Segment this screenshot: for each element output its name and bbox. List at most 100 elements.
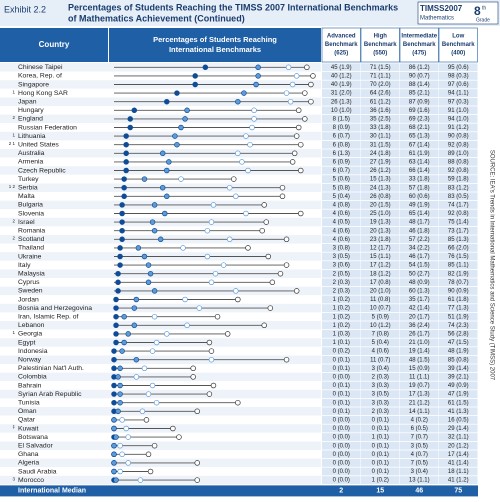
cell [439, 97, 478, 106]
cell [439, 287, 478, 295]
benchmark-dot [224, 331, 231, 337]
cell [361, 424, 400, 433]
cell [400, 80, 439, 89]
country-name: Russian Federation [18, 124, 77, 131]
cell [439, 132, 478, 140]
benchmark-dot [131, 305, 138, 311]
logo-grade-label: Grade [476, 17, 490, 23]
cell-value: 33 (1.8) [409, 177, 430, 183]
row-band [0, 415, 321, 425]
benchmark-dot [115, 279, 121, 286]
cell-value: 76 (1.5) [448, 254, 469, 260]
country-name: Serbia [18, 184, 38, 191]
cell-value: 48 (1.5) [409, 357, 430, 363]
benchmark-dot [239, 159, 245, 165]
cell-value: 6 (0.5) [411, 426, 428, 432]
cell [400, 175, 439, 183]
cell-value: 24 (1.3) [370, 185, 391, 191]
country-name: Tunisia [18, 399, 40, 406]
median-value: 75 [454, 488, 462, 495]
cell [322, 261, 361, 269]
benchmark-dot [164, 331, 170, 337]
benchmark-dot [121, 184, 127, 191]
benchmark-dot [251, 107, 257, 114]
benchmark-dot [119, 451, 125, 458]
cell [322, 321, 361, 330]
cell [400, 106, 439, 115]
country-name: Hungary [18, 107, 44, 114]
cell [361, 201, 400, 209]
cell-value: 90 (0.8) [448, 134, 469, 140]
country-name: Bahrain [18, 382, 42, 389]
country-name: Singapore [18, 81, 49, 88]
benchmark-dot [113, 296, 119, 303]
benchmark-dot [141, 253, 148, 260]
cell-value: 74 (1.7) [448, 202, 469, 208]
benchmark-dot [123, 141, 129, 148]
cell-value: 88 (0.8) [448, 159, 469, 165]
cell [439, 450, 478, 459]
cell-value: 66 (1.4) [409, 168, 430, 174]
median-band [0, 485, 478, 497]
cell [322, 278, 361, 287]
cell-value: 94 (1.0) [448, 116, 469, 122]
cell [400, 390, 439, 398]
cell-value: 97 (0.6) [448, 82, 469, 88]
benchmark-dot [293, 288, 300, 294]
cell-value: 56 (2.8) [448, 331, 469, 337]
benchmark-dot [151, 442, 158, 449]
cell [322, 416, 361, 424]
cell [400, 347, 439, 355]
benchmark-dot [119, 348, 125, 354]
cell-value: 69 (1.6) [409, 108, 430, 114]
cell-value: 1 (0.2) [333, 306, 350, 312]
benchmark-dot [111, 451, 117, 458]
cell [439, 321, 478, 330]
benchmark-header [438, 27, 478, 63]
cell-value: 57 (2.2) [409, 237, 430, 243]
cell-value: 54 (1.5) [409, 263, 430, 269]
cell-value: 36 (1.6) [370, 108, 391, 114]
benchmark-dot [192, 73, 198, 79]
benchmark-dot [113, 339, 119, 346]
logo-grade-suffix: th [482, 5, 486, 11]
cell-value: 0 (0.1) [372, 443, 389, 449]
cell-value: 1 (0.1) [372, 435, 389, 441]
benchmark-dot [113, 477, 119, 483]
cell [361, 476, 400, 484]
cell-value: 4 (0.5) [333, 220, 350, 226]
benchmark-dot [111, 468, 117, 475]
cell [439, 158, 478, 166]
cell-value: 85 (1.1) [448, 263, 469, 269]
cell-value: 23 (1.8) [370, 237, 391, 243]
country-name: Romania [18, 227, 45, 234]
cell [439, 261, 478, 269]
cell [361, 295, 400, 304]
cell-value: 60 (1.3) [409, 288, 430, 294]
cell [361, 287, 400, 295]
cell-value: 0 (0.0) [333, 452, 350, 458]
cell-value: 12 (1.7) [370, 245, 391, 251]
cell-value: 0 (0.1) [372, 426, 389, 432]
country-name: Bulgaria [18, 202, 43, 209]
cell-value: 18 (1.2) [370, 271, 391, 277]
cell [439, 459, 478, 467]
cell [322, 381, 361, 390]
cell-value: 4 (0.7) [411, 452, 428, 458]
cell-value: 26 (1.2) [370, 168, 391, 174]
cell [322, 373, 361, 381]
cell-value: 71 (1.1) [370, 73, 391, 79]
benchmark-dot [145, 279, 152, 286]
benchmark-dot [111, 365, 117, 372]
cell [361, 433, 400, 441]
cell [322, 106, 361, 115]
benchmark-dot [119, 202, 125, 208]
benchmark-dot [131, 322, 138, 329]
cell [361, 278, 400, 287]
cell-value: 32 (1.1) [448, 435, 469, 441]
benchmark-dot [298, 167, 304, 174]
benchmark-dot [180, 245, 186, 251]
benchmark-dot [149, 348, 156, 354]
benchmark-header-text: Advanced [327, 34, 356, 40]
benchmark-dot [295, 124, 302, 131]
